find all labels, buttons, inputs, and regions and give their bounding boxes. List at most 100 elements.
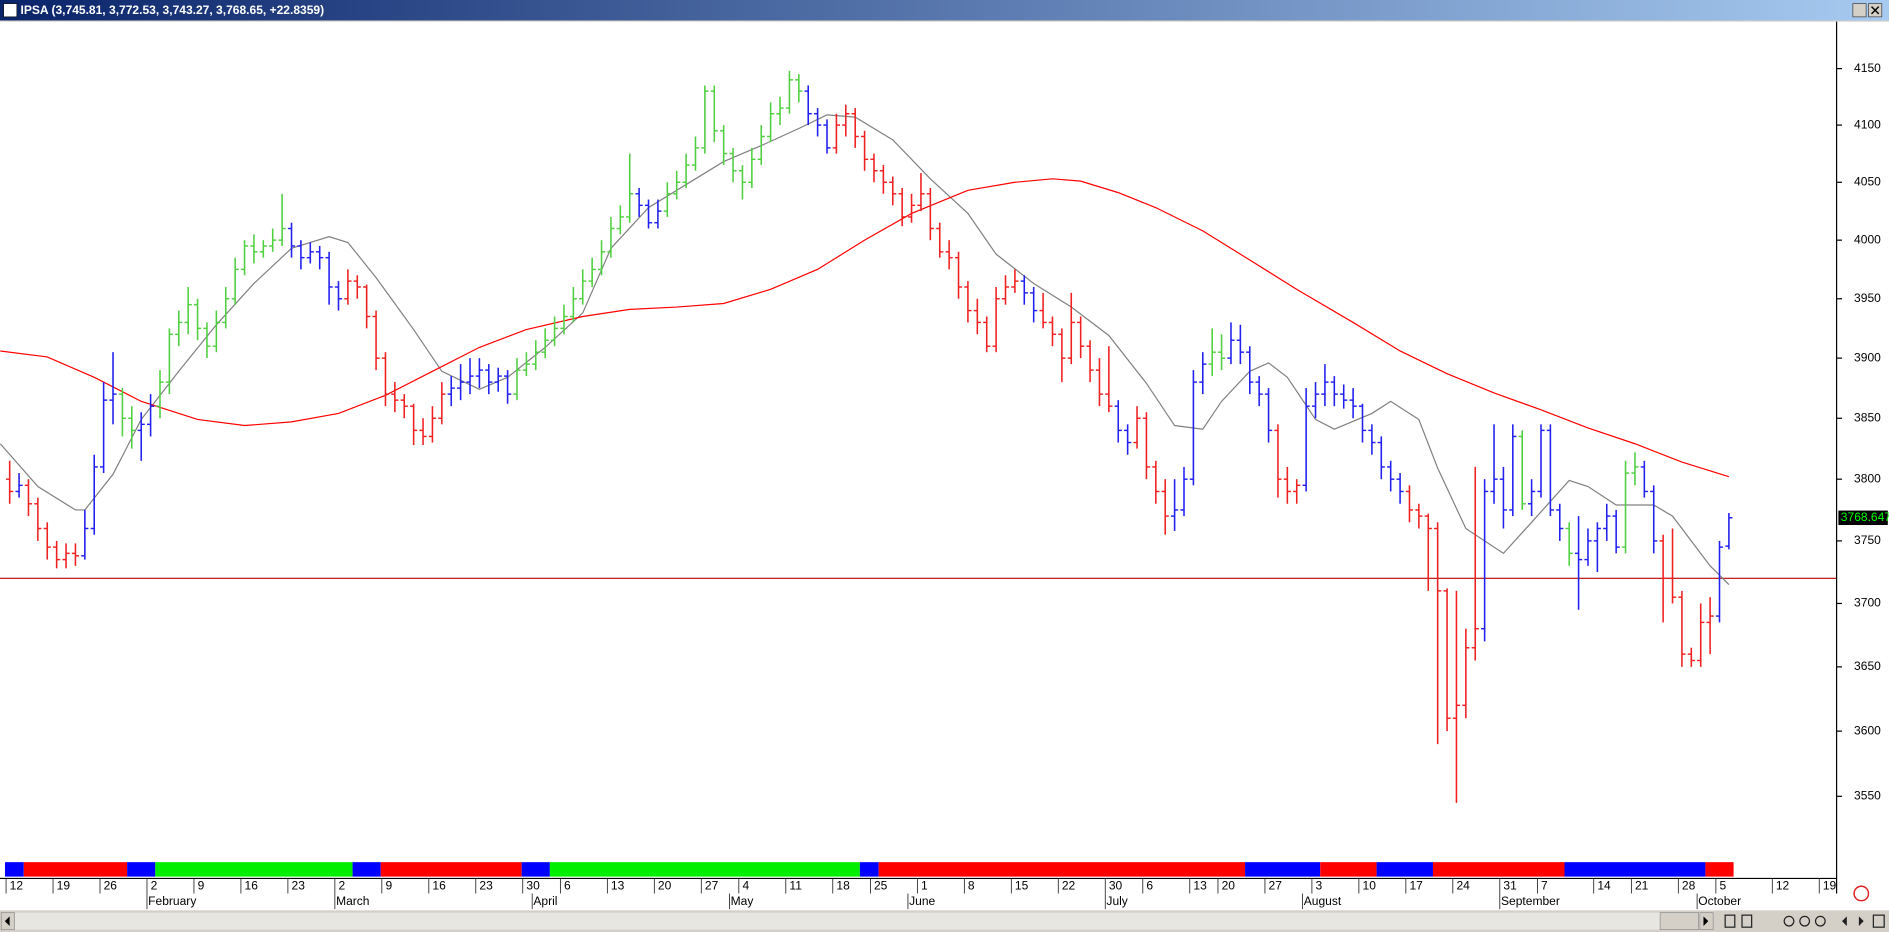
x-tick-label: 9 bbox=[198, 878, 205, 892]
x-tick-label: 31 bbox=[1503, 878, 1517, 892]
y-tick-label: 4000 bbox=[1854, 232, 1881, 246]
tool-icon[interactable] bbox=[1724, 914, 1736, 928]
month-label: August bbox=[1304, 894, 1342, 908]
x-tick-label: 8 bbox=[968, 878, 975, 892]
tool-icon[interactable] bbox=[1814, 915, 1826, 927]
x-tick-label: 21 bbox=[1635, 878, 1649, 892]
y-tick-label: 3800 bbox=[1854, 471, 1881, 485]
x-tick-label: 10 bbox=[1363, 878, 1377, 892]
y-tick-label: 3850 bbox=[1854, 410, 1881, 424]
x-tick-label: 16 bbox=[245, 878, 259, 892]
y-tick-label: 4150 bbox=[1854, 61, 1881, 75]
regime-band bbox=[1564, 862, 1706, 877]
last-price-label: 3768.647 bbox=[1841, 510, 1889, 524]
month-label: July bbox=[1106, 894, 1127, 908]
month-label: October bbox=[1698, 894, 1741, 908]
regime-band bbox=[1245, 862, 1321, 877]
regime-band bbox=[127, 862, 156, 877]
title-bar bbox=[0, 0, 1889, 21]
tool-icon[interactable] bbox=[1842, 916, 1847, 926]
scroll-track[interactable] bbox=[14, 912, 1714, 930]
x-tick-label: 26 bbox=[104, 878, 118, 892]
y-tick-label: 3550 bbox=[1854, 789, 1881, 803]
regime-band bbox=[1376, 862, 1433, 877]
x-tick-label: 9 bbox=[385, 878, 392, 892]
x-tick-label: 3 bbox=[1316, 878, 1323, 892]
tool-icon[interactable] bbox=[1741, 914, 1753, 928]
x-tick-label: 30 bbox=[526, 878, 540, 892]
month-label: March bbox=[336, 894, 369, 908]
month-label: February bbox=[148, 894, 196, 908]
x-tick-label: 13 bbox=[611, 878, 625, 892]
x-tick-label: 27 bbox=[705, 878, 719, 892]
regime-band bbox=[549, 862, 860, 877]
x-tick-label: 19 bbox=[1823, 878, 1837, 892]
x-tick-label: 6 bbox=[564, 878, 571, 892]
y-tick-label: 3650 bbox=[1854, 659, 1881, 673]
regime-band bbox=[1432, 862, 1565, 877]
x-tick-label: 24 bbox=[1456, 878, 1470, 892]
x-tick-label: 27 bbox=[1269, 878, 1283, 892]
regime-band bbox=[1705, 862, 1734, 877]
month-label: April bbox=[533, 894, 557, 908]
y-tick-label: 3700 bbox=[1854, 596, 1881, 610]
x-tick-label: 12 bbox=[1776, 878, 1790, 892]
x-tick-label: 4 bbox=[742, 878, 749, 892]
close-icon bbox=[1871, 6, 1880, 15]
x-tick-label: 1 bbox=[921, 878, 928, 892]
x-tick-label: 2 bbox=[151, 878, 158, 892]
y-tick-label: 4100 bbox=[1854, 117, 1881, 131]
y-tick-label: 3750 bbox=[1854, 533, 1881, 547]
toolbar-icons bbox=[1724, 914, 1885, 928]
x-tick-label: 22 bbox=[1062, 878, 1076, 892]
y-tick-label: 3950 bbox=[1854, 291, 1881, 305]
tool-icon[interactable] bbox=[1799, 915, 1811, 927]
tool-icon[interactable] bbox=[1783, 915, 1795, 927]
regime-band bbox=[521, 862, 550, 877]
arrow-icon bbox=[4, 916, 10, 926]
x-tick-label: 12 bbox=[10, 878, 24, 892]
moving-average bbox=[0, 114, 1730, 586]
x-tick-label: 25 bbox=[874, 878, 888, 892]
y-tick-label: 3900 bbox=[1854, 350, 1881, 364]
month-label: September bbox=[1501, 894, 1560, 908]
regime-band bbox=[23, 862, 128, 877]
y-tick-label: 4050 bbox=[1854, 174, 1881, 188]
regime-band bbox=[859, 862, 879, 877]
x-tick-label: 17 bbox=[1409, 878, 1423, 892]
x-tick-label: 6 bbox=[1146, 878, 1153, 892]
window-title: IPSA (3,745.81, 3,772.53, 3,743.27, 3,76… bbox=[20, 3, 324, 17]
moving-average bbox=[0, 178, 1730, 478]
arrow-icon bbox=[1703, 916, 1709, 926]
x-tick-label: 20 bbox=[1222, 878, 1236, 892]
regime-band bbox=[1320, 862, 1377, 877]
x-tick-label: 5 bbox=[1719, 878, 1726, 892]
regime-band bbox=[352, 862, 381, 877]
x-tick-label: 14 bbox=[1597, 878, 1611, 892]
month-label: May bbox=[731, 894, 754, 908]
regime-band bbox=[4, 862, 24, 877]
scroll-thumb[interactable] bbox=[1659, 912, 1699, 930]
tool-icon[interactable] bbox=[1858, 916, 1864, 926]
x-tick-label: 15 bbox=[1015, 878, 1029, 892]
month-label: June bbox=[909, 894, 935, 908]
x-tick-label: 30 bbox=[1109, 878, 1123, 892]
regime-band bbox=[155, 862, 353, 877]
x-tick-label: 23 bbox=[479, 878, 493, 892]
restore-button[interactable] bbox=[1852, 3, 1867, 18]
y-tick-label: 3600 bbox=[1854, 723, 1881, 737]
x-tick-label: 13 bbox=[1193, 878, 1207, 892]
status-icon bbox=[1853, 885, 1870, 902]
x-tick-label: 16 bbox=[432, 878, 446, 892]
regime-band bbox=[878, 862, 1246, 877]
x-tick-label: 23 bbox=[292, 878, 306, 892]
x-tick-label: 19 bbox=[57, 878, 71, 892]
tool-icon[interactable] bbox=[1872, 914, 1885, 928]
x-tick-label: 2 bbox=[338, 878, 345, 892]
plot-background bbox=[0, 21, 1889, 911]
regime-band bbox=[380, 862, 522, 877]
last-price-box bbox=[1838, 510, 1888, 526]
x-tick-label: 11 bbox=[789, 878, 802, 892]
x-tick-label: 7 bbox=[1541, 878, 1548, 892]
